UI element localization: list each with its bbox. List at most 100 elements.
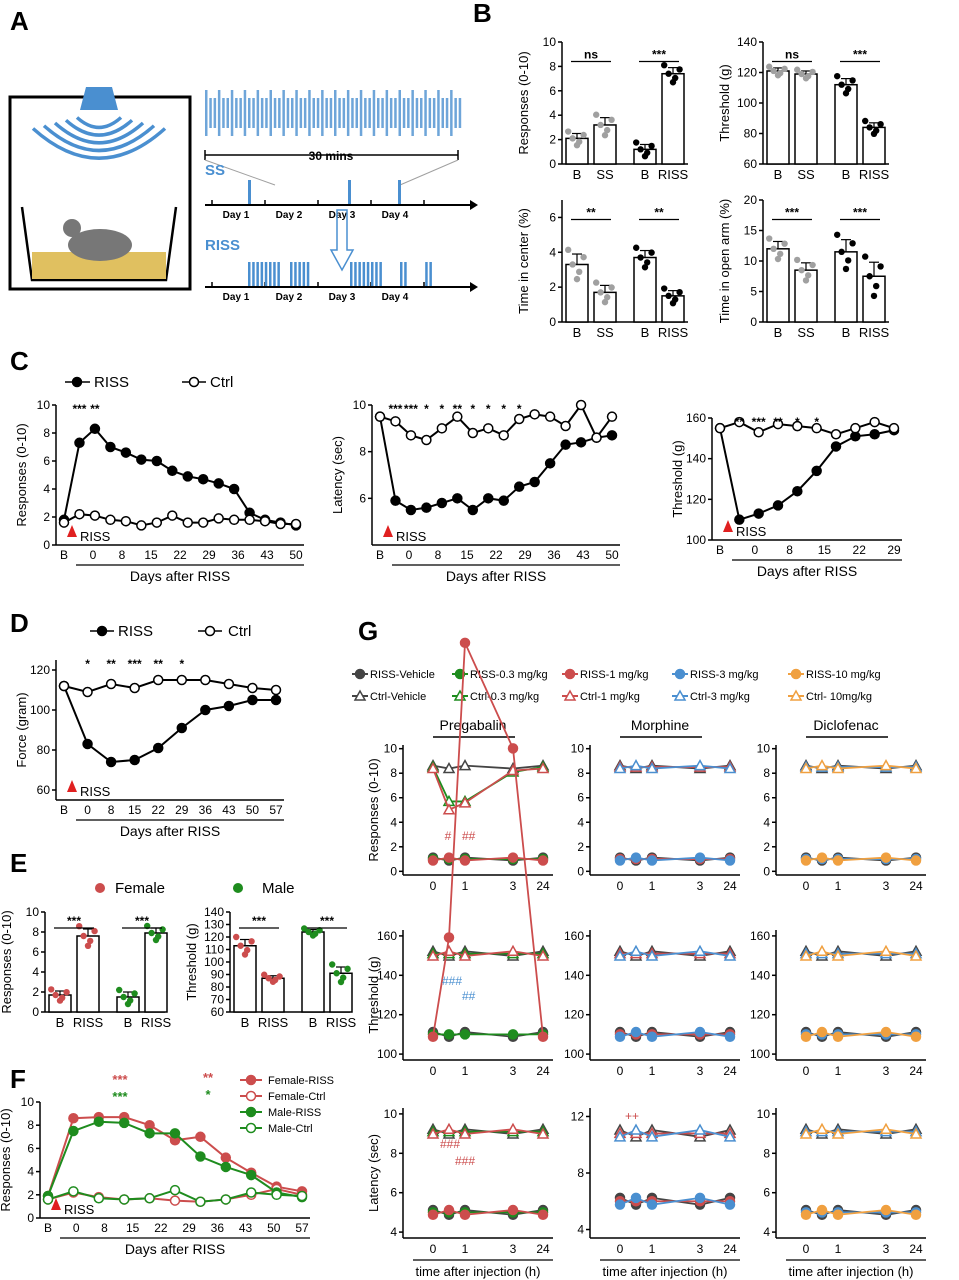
b-openarm-tick-label: 15: [744, 224, 758, 238]
ss-label: SS: [205, 162, 225, 179]
e-threshold-dot: [265, 975, 272, 982]
g-legend-marker: [789, 689, 803, 701]
e-threshold-dot: [329, 961, 336, 968]
g-data-point: [506, 1122, 520, 1135]
g-xlabel: time after injection (h): [603, 1264, 728, 1279]
g-data-point: [443, 1029, 455, 1040]
g-x-label: 3: [510, 879, 517, 893]
c-chart-2-data-point: [467, 427, 479, 439]
d-chart-ylabel: Force (gram): [14, 692, 29, 767]
sound-bar: [441, 98, 444, 128]
g-data-point: [537, 1031, 549, 1043]
e-responses-dot: [59, 994, 66, 1001]
g-data-point: [831, 949, 845, 961]
d-chart-arrow-icon: [67, 780, 77, 792]
g-x-label: 1: [835, 1064, 842, 1078]
sound-bar: [432, 98, 436, 128]
g-legend-marker: [674, 668, 686, 680]
b-responses-tick-label: 2: [549, 133, 556, 147]
c-chart-1-x-label: 15: [144, 548, 158, 562]
b-responses-dot: [648, 142, 655, 150]
b-responses-dot: [601, 132, 609, 139]
c-chart-1-ylabel: Responses (0-10): [14, 423, 29, 526]
b-openarm-dot: [877, 263, 884, 270]
d-chart-data-point: [247, 694, 258, 706]
b-responses-dot: [665, 70, 672, 77]
b-openarm-sig-label: ***: [785, 206, 799, 220]
e-responses-dot: [131, 990, 138, 997]
sound-bar: [235, 98, 238, 128]
sound-bar: [458, 98, 462, 128]
sound-bar: [239, 98, 242, 128]
c-chart-3-data-point: [753, 508, 764, 519]
zoom-line: [399, 159, 459, 186]
c-chart-1-sig-label: ***: [72, 402, 86, 416]
sound-bar: [445, 98, 449, 128]
b-threshold-x-label: B: [842, 167, 851, 182]
f-chart-x-label: B: [44, 1221, 52, 1235]
g-data-point: [646, 855, 658, 866]
day-label: Day 4: [382, 292, 409, 303]
b-openarm-dot: [838, 248, 845, 256]
c-chart-1-data-point: [105, 441, 116, 453]
b-threshold-x-label: RISS: [859, 167, 890, 182]
g-tick-label: 100: [750, 1047, 770, 1061]
g-data-point: [427, 1031, 439, 1043]
g-data-point: [879, 1122, 893, 1135]
g-data-point: [443, 1204, 455, 1216]
d-chart-sig-label: **: [154, 657, 164, 671]
sound-bar: [260, 98, 264, 128]
e-responses-dot: [91, 927, 98, 935]
e-responses-dot: [80, 932, 87, 940]
c-chart-1-tick-label: 2: [43, 510, 50, 524]
d-chart-data-point: [129, 754, 140, 766]
g-x-label: 1: [649, 1064, 656, 1078]
sound-bar: [351, 98, 354, 128]
f-chart-tick-label: 10: [21, 1095, 35, 1109]
sound-bar: [269, 90, 272, 136]
g-tick-label: 8: [577, 766, 584, 780]
f-chart-data-point: [144, 1193, 155, 1204]
b-openarm-x-label: B: [774, 325, 783, 340]
c-chart-1-data-point: [259, 515, 271, 527]
stress-session-mark: [400, 262, 403, 286]
b-threshold-dot: [770, 67, 777, 75]
c-chart-1-data-point: [120, 515, 132, 527]
c-chart-1-tick-label: 4: [43, 482, 50, 496]
sound-bar: [230, 90, 234, 136]
e-threshold-dot: [237, 942, 244, 949]
stress-session-mark: [248, 180, 251, 204]
c-chart-3-sig-label: *: [795, 415, 800, 429]
g-data-point: [800, 1209, 812, 1221]
g-data-point: [614, 1199, 626, 1210]
b-threshold-dot: [794, 66, 801, 73]
sound-bar: [394, 98, 397, 128]
b-openarm-dot: [794, 256, 801, 264]
g-tick-label: 4: [577, 815, 584, 829]
e-threshold-dot: [340, 974, 347, 981]
b-responses-dot: [604, 126, 611, 134]
sound-bar: [359, 90, 363, 136]
sound-wave-icon: [42, 124, 156, 153]
b-responses-dot: [644, 149, 651, 156]
g-annotation: ++: [625, 1109, 639, 1123]
b-center-dot: [565, 246, 572, 254]
down-arrow-icon: [329, 209, 355, 272]
c-chart-2-data-point: [390, 416, 401, 427]
f-chart-data-point: [271, 1189, 282, 1201]
f-legend-marker: [245, 1090, 257, 1102]
panel-letter-E: E: [10, 848, 27, 878]
c-chart-1-x-label: 36: [231, 548, 245, 562]
e-responses-dot: [84, 942, 92, 949]
e-threshold-sig-label: ***: [320, 914, 334, 928]
g-legend-marker: [563, 689, 577, 701]
d-chart-data-point: [58, 680, 70, 692]
g-x-label: 3: [697, 1242, 704, 1256]
f-chart-data-point: [68, 1125, 79, 1137]
b-responses-tick-label: 4: [549, 108, 556, 122]
g-data-point: [507, 743, 519, 754]
b-center-ylabel: Time in center (%): [516, 208, 531, 314]
b-threshold-bar: [834, 83, 858, 165]
c-chart-2-data-point: [591, 432, 602, 443]
b-openarm-dot: [798, 266, 805, 274]
